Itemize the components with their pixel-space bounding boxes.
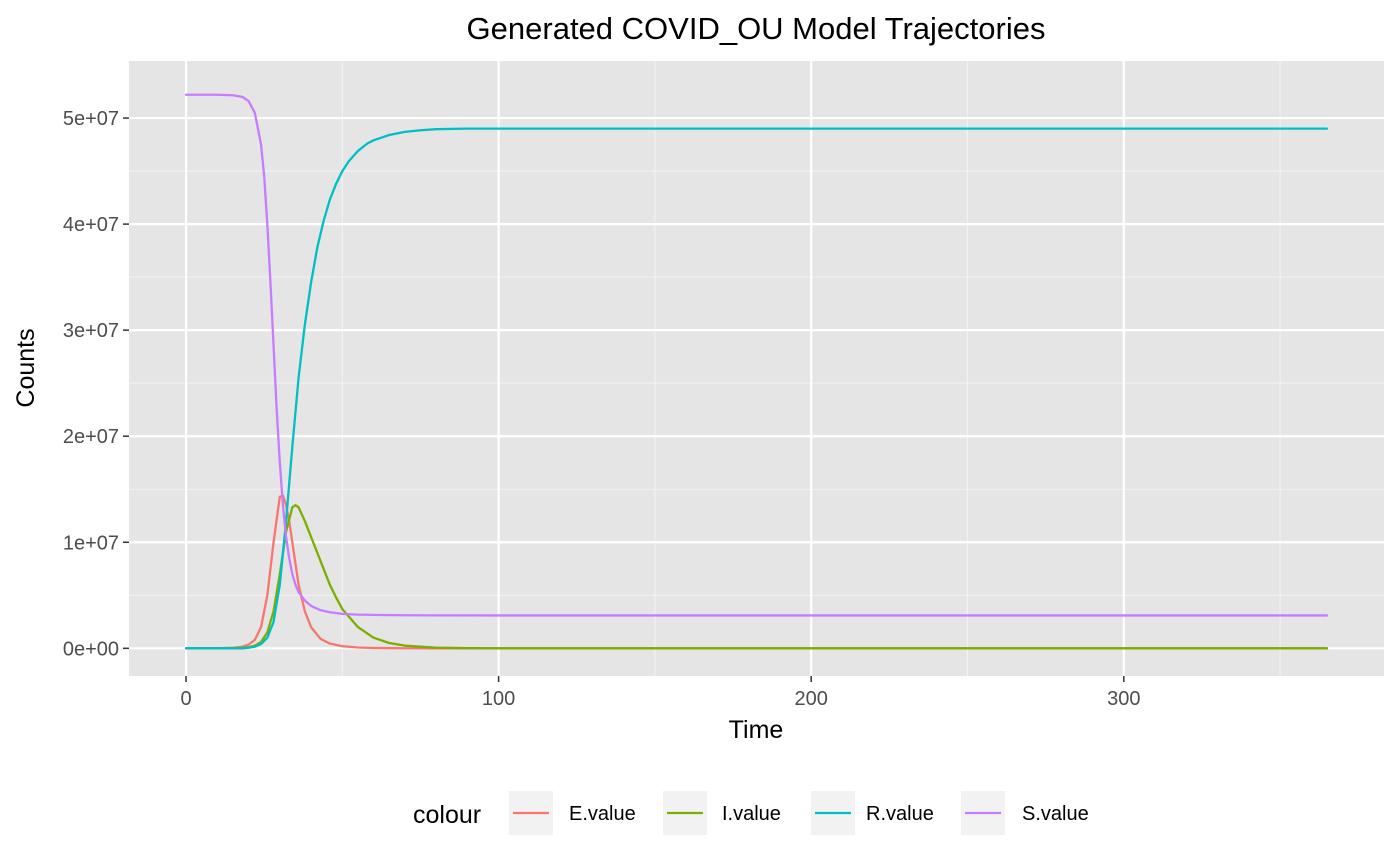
legend-label-i-value: I.value [722, 803, 781, 825]
y-tick-label: 3e+07 [63, 320, 119, 342]
series-line-s-value [184, 93, 1329, 617]
y-tick-label: 4e+07 [63, 214, 119, 236]
chart-title: Generated COVID_OU Model Trajectories [467, 11, 1046, 46]
series-line-r-value [184, 127, 1329, 650]
y-tick-label: 0e+00 [63, 638, 119, 660]
x-tick-label: 300 [1107, 688, 1140, 710]
x-axis: 0 100 200 300 [180, 676, 1140, 710]
plot-panel [129, 61, 1384, 676]
legend: colour E.value I.value R.value S.value [413, 791, 1089, 835]
legend-label-s-value: S.value [1022, 803, 1089, 825]
legend-label-r-value: R.value [866, 803, 934, 825]
series-line-i-value [184, 503, 1329, 650]
y-tick-label: 5e+07 [63, 108, 119, 130]
legend-label-e-value: E.value [569, 803, 636, 825]
x-tick-label: 0 [180, 688, 191, 710]
x-tick-label: 100 [482, 688, 515, 710]
y-axis: 0e+00 1e+07 2e+07 3e+07 4e+07 5e+07 [63, 108, 129, 660]
minor-gridlines [129, 61, 1384, 676]
legend-title: colour [413, 801, 481, 829]
x-tick-label: 200 [795, 688, 828, 710]
series-lines [184, 93, 1329, 650]
x-axis-title: Time [729, 716, 784, 744]
y-tick-label: 1e+07 [63, 532, 119, 554]
y-axis-title: Counts [12, 328, 40, 407]
y-tick-label: 2e+07 [63, 426, 119, 448]
